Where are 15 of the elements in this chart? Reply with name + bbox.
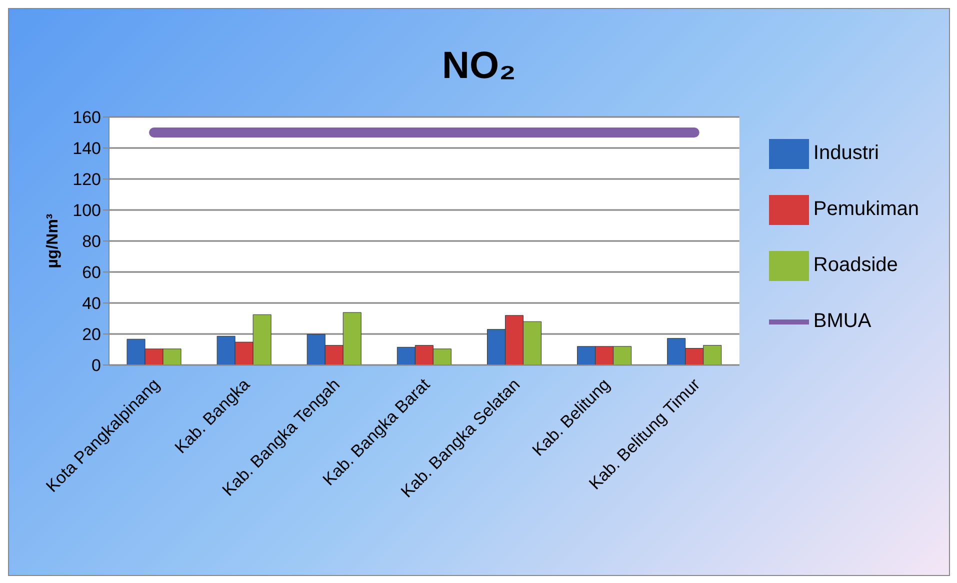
y-tick-label: 20 — [82, 325, 101, 344]
y-tick-label: 120 — [72, 170, 101, 190]
legend-label: Roadside — [813, 254, 898, 276]
y-tick-label: 100 — [72, 201, 101, 220]
y-tick-label: 80 — [82, 232, 101, 252]
y-tick-label: 0 — [92, 356, 101, 376]
y-tick-label: 160 — [72, 108, 101, 128]
y-tick-label: 140 — [72, 139, 101, 158]
legend-label: Industri — [813, 142, 879, 164]
chart-title: NO₂ — [441, 44, 517, 89]
legend-label: Pemukiman — [813, 198, 919, 220]
legend-label: BMUA — [813, 310, 872, 332]
y-tick-label: 40 — [82, 294, 101, 314]
y-axis-title: µg/Nm³ — [44, 214, 62, 268]
y-tick-label: 60 — [82, 263, 101, 282]
